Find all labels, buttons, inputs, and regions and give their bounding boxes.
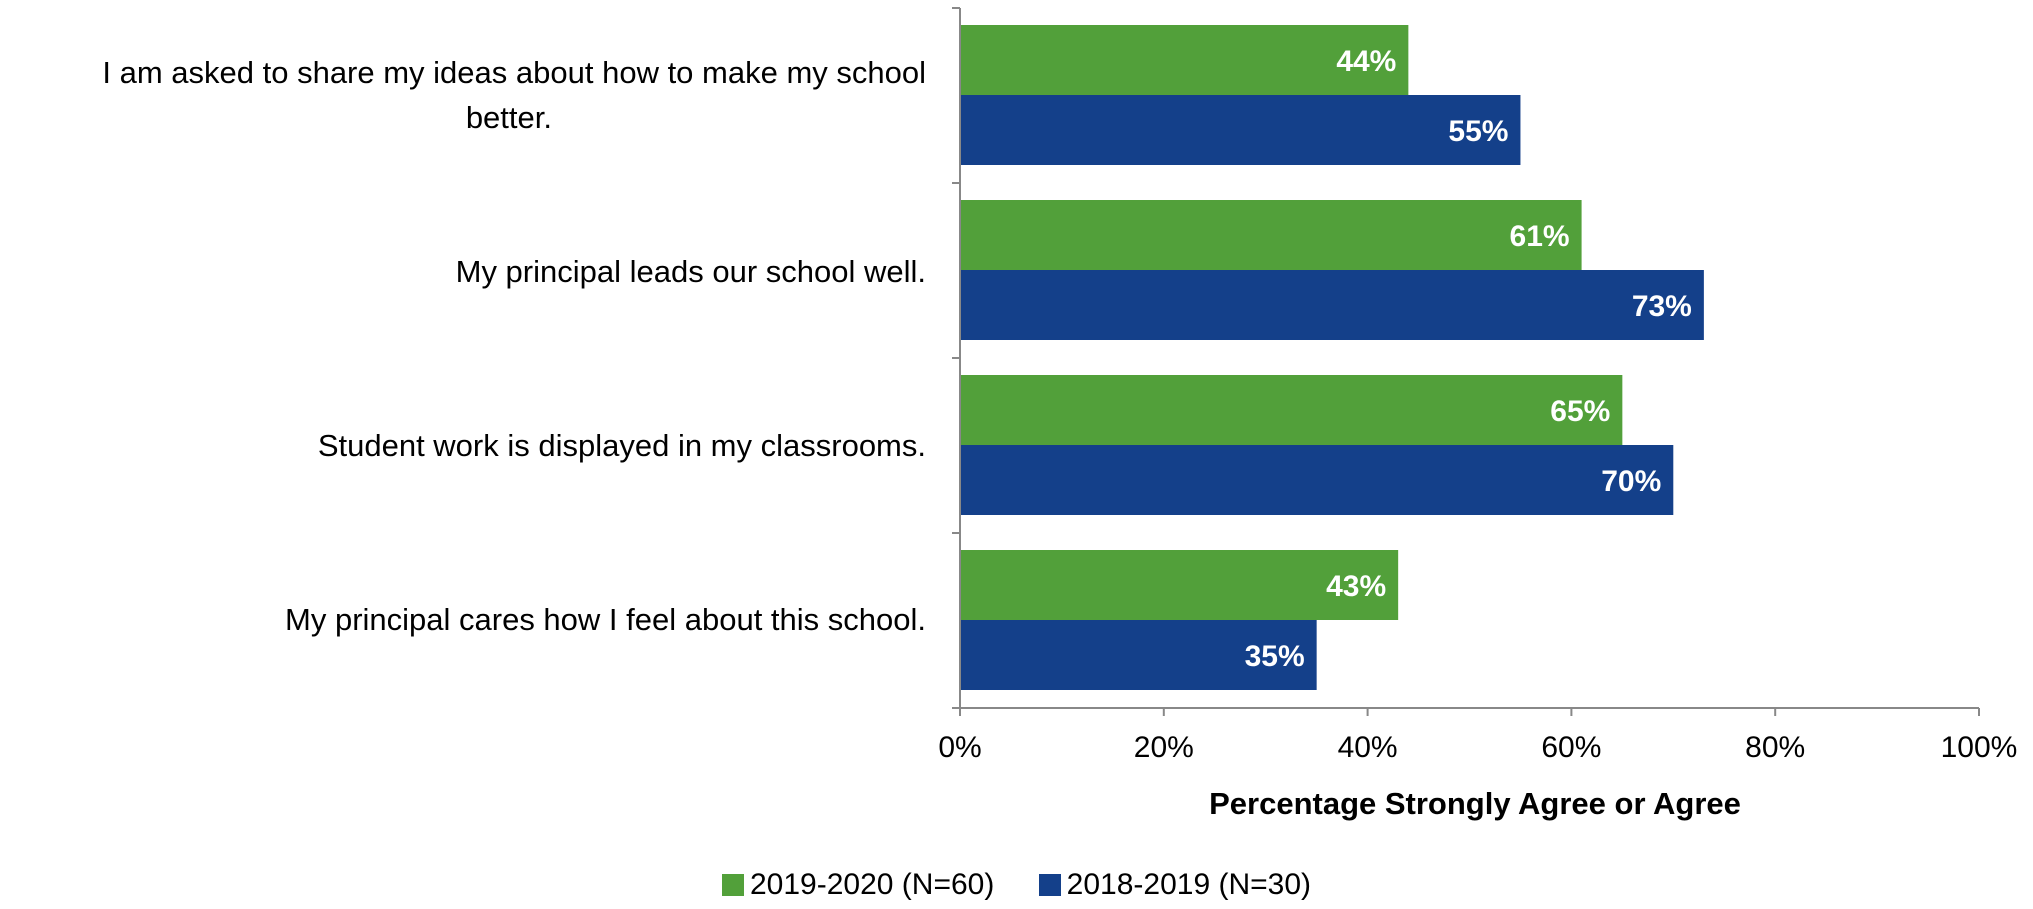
category-label-ideas-line1: I am asked to share my ideas about how t…	[102, 55, 926, 90]
legend-swatch-2018-2019	[1038, 874, 1061, 896]
category-label-principal-leads: My principal leads our school well.	[455, 254, 926, 289]
x-tick-label: 0%	[938, 731, 981, 764]
x-tick-label: 20%	[1134, 731, 1194, 764]
bar-series1-cat3	[961, 620, 1317, 690]
bar-series0-cat2	[961, 375, 1623, 445]
data-label-series0-cat2: 65%	[1550, 395, 1610, 428]
legend-item-2018-2019: 2018-2019 (N=30)	[1038, 868, 1312, 902]
data-label-series1-cat3: 35%	[1245, 640, 1305, 673]
legend-item-2019-2020: 2019-2020 (N=60)	[721, 868, 995, 902]
bar-series1-cat0	[961, 95, 1521, 165]
category-label-principal-cares: My principal cares how I feel about this…	[285, 602, 926, 637]
legend-swatch-2019-2020	[721, 874, 744, 896]
x-tick-label: 60%	[1541, 731, 1601, 764]
data-label-series1-cat0: 55%	[1448, 115, 1508, 148]
x-axis-title: Percentage Strongly Agree or Agree	[1209, 786, 1741, 821]
bar-series1-cat2	[961, 445, 1674, 515]
x-tick-label: 100%	[1941, 731, 2018, 764]
bar-series0-cat1	[961, 200, 1582, 270]
legend-label-2019-2020: 2019-2020 (N=60)	[749, 868, 995, 901]
bar-series0-cat0	[961, 25, 1409, 95]
data-label-series1-cat2: 70%	[1601, 465, 1661, 498]
data-label-series1-cat1: 73%	[1632, 290, 1692, 323]
x-tick-label: 80%	[1745, 731, 1805, 764]
category-label-ideas-line2: better.	[465, 100, 552, 135]
bar-series1-cat1	[961, 270, 1704, 340]
legend: 2019-2020 (N=60) 2018-2019 (N=30)	[0, 868, 2033, 904]
data-label-series0-cat0: 44%	[1336, 45, 1396, 78]
bar-series0-cat3	[961, 550, 1399, 620]
category-label-ideas: I am asked to share my ideas about how t…	[26, 50, 926, 140]
x-tick-label: 40%	[1338, 731, 1398, 764]
legend-label-2018-2019: 2018-2019 (N=30)	[1066, 868, 1312, 901]
data-label-series0-cat1: 61%	[1510, 220, 1570, 253]
data-label-series0-cat3: 43%	[1326, 570, 1386, 603]
category-label-student-work: Student work is displayed in my classroo…	[317, 428, 926, 463]
